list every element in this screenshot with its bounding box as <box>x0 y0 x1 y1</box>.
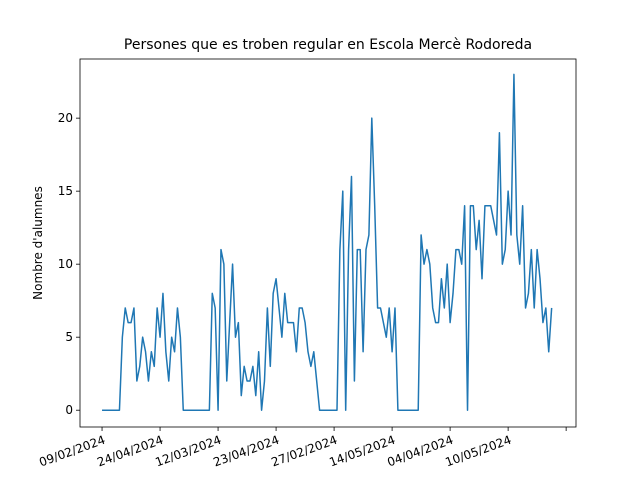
x-tick-label: 14/05/2024 <box>327 433 397 470</box>
x-tick-label: 24/04/2024 <box>95 433 165 470</box>
x-tick-label: 27/02/2024 <box>269 433 339 470</box>
x-tick-label: 12/03/2024 <box>153 433 223 470</box>
chart-title: Persones que es troben regular en Escola… <box>124 37 532 53</box>
y-tick-label: 20 <box>58 111 73 125</box>
data-line <box>102 73 553 411</box>
plot-frame <box>79 58 577 428</box>
y-axis-label: Nombre d'alumnes <box>31 186 45 300</box>
x-tick-label: 04/04/2024 <box>385 433 455 470</box>
y-tick-label: 10 <box>58 257 73 271</box>
x-tick-label: 09/02/2024 <box>37 433 107 470</box>
y-tick-label: 5 <box>65 330 73 344</box>
y-tick-label: 0 <box>65 403 73 417</box>
y-tick-label: 15 <box>58 184 73 198</box>
x-tick-label: 23/04/2024 <box>211 433 281 470</box>
x-tick-label: 10/05/2024 <box>443 433 513 470</box>
